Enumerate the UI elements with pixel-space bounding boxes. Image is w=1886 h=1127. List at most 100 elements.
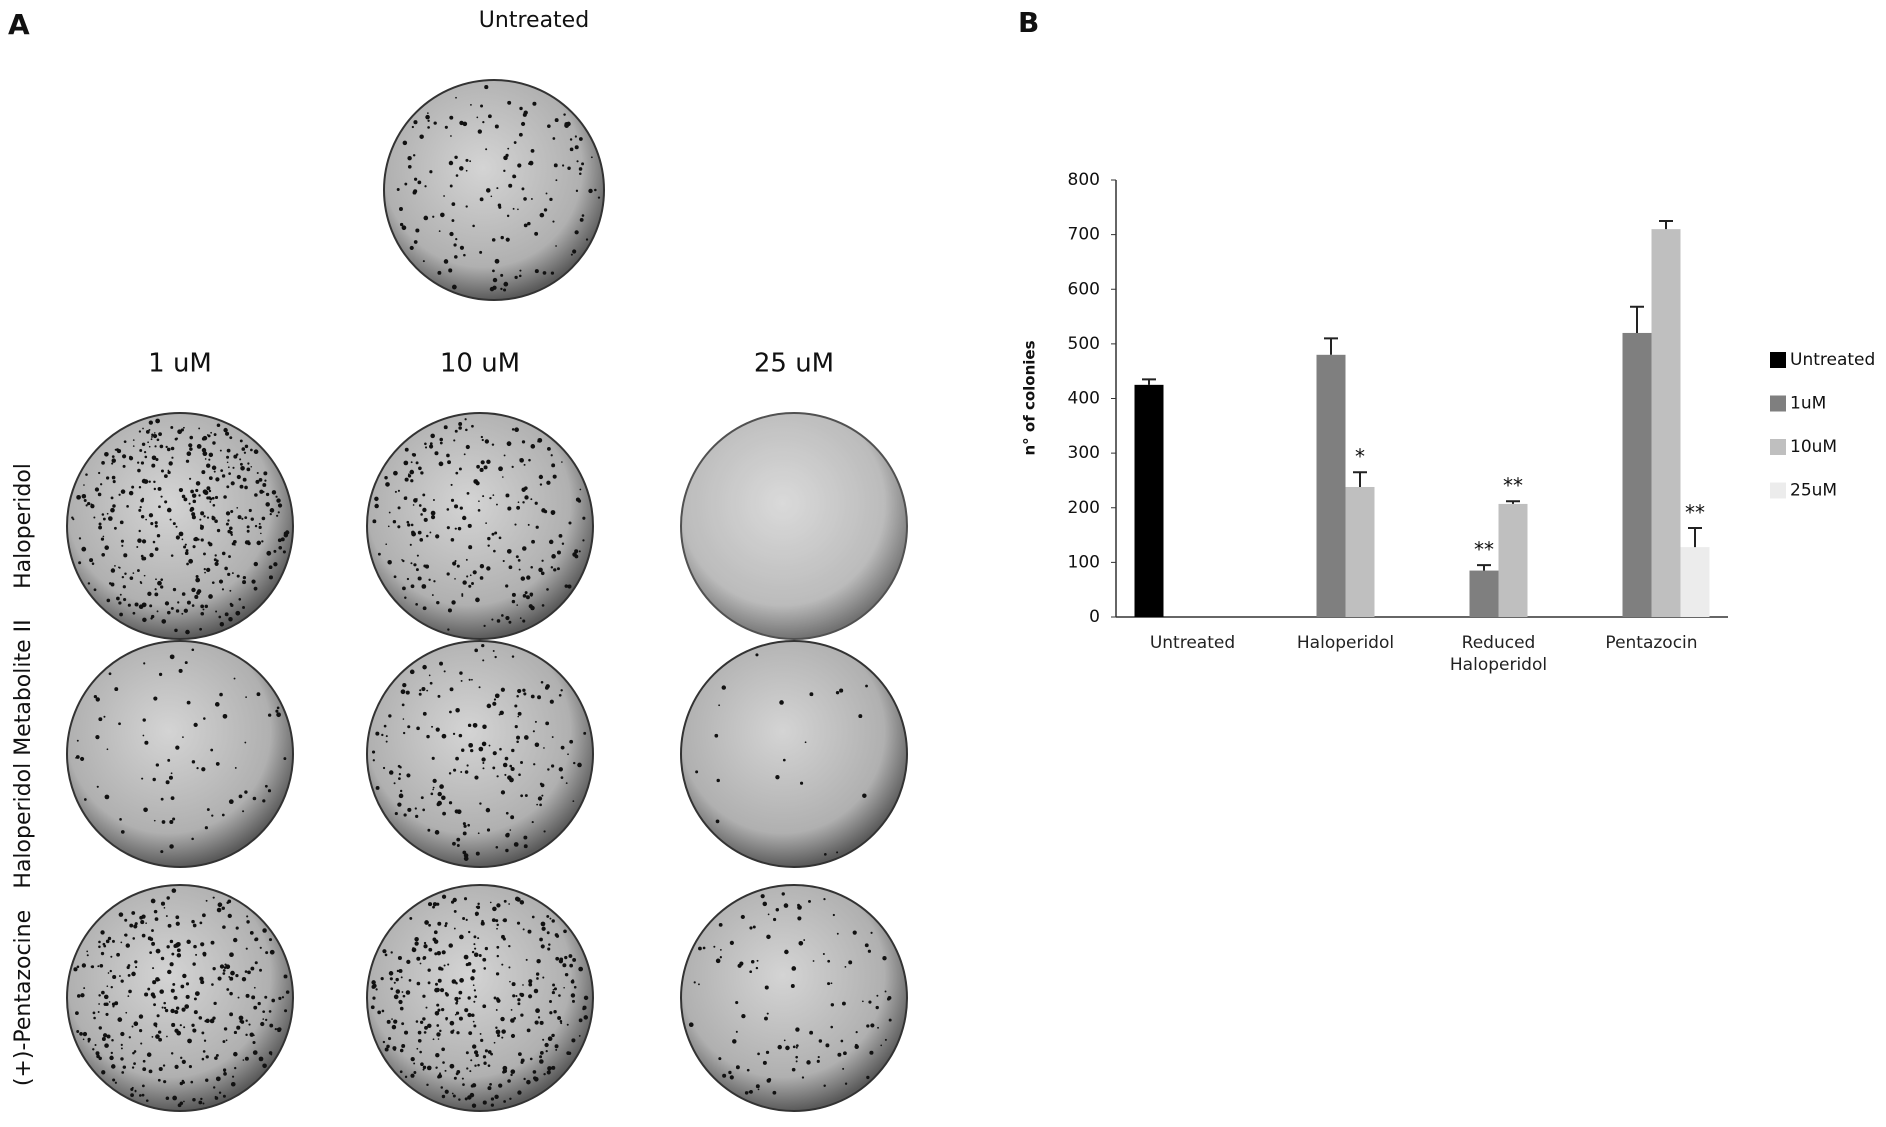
colony (171, 952, 175, 956)
colony (396, 188, 400, 191)
colony (134, 960, 138, 964)
colony (449, 687, 454, 692)
colony (519, 617, 522, 619)
colony (191, 493, 197, 498)
colony (389, 977, 393, 981)
colony (215, 1053, 219, 1057)
colony (459, 245, 465, 250)
colony (823, 1084, 826, 1087)
colony (159, 989, 164, 994)
colony (503, 155, 508, 161)
colony (111, 1039, 114, 1042)
colony (556, 550, 561, 555)
colony (516, 694, 519, 698)
colony (143, 450, 147, 454)
colony (185, 994, 190, 999)
colony (443, 964, 446, 967)
colony (527, 221, 531, 226)
colony (508, 944, 511, 948)
colony (546, 588, 549, 591)
colony (479, 802, 482, 805)
colony (225, 1039, 228, 1042)
colony (138, 529, 141, 533)
colony (564, 123, 570, 128)
colony (137, 468, 141, 473)
colony (141, 602, 147, 608)
colony (485, 188, 491, 193)
colony (139, 1029, 143, 1033)
colony (460, 679, 463, 682)
colony (540, 571, 545, 576)
colony (385, 482, 390, 487)
colony (545, 721, 550, 726)
colony (196, 591, 201, 595)
colony (421, 584, 427, 589)
colony (117, 1017, 123, 1022)
colony (422, 711, 427, 716)
significance: ** (1503, 474, 1523, 498)
colony (427, 126, 430, 129)
colony (448, 943, 453, 948)
colony (722, 1073, 727, 1078)
colony (200, 942, 205, 947)
colony (153, 1003, 156, 1007)
colony (402, 682, 407, 688)
colony (858, 714, 863, 719)
colony (225, 964, 231, 970)
colony (521, 187, 525, 191)
colony (422, 1068, 425, 1071)
colony (101, 513, 105, 516)
colony (479, 576, 484, 580)
colony (775, 775, 780, 780)
colony (192, 1028, 197, 1033)
colony (470, 748, 474, 753)
colony (160, 495, 163, 498)
colony (121, 1071, 125, 1074)
colony (206, 567, 211, 573)
colony (215, 1076, 221, 1082)
colony (256, 692, 261, 697)
colony (884, 990, 887, 993)
colony (212, 441, 216, 445)
colony (573, 985, 577, 989)
colony (138, 486, 142, 489)
colony (91, 965, 95, 969)
colony (782, 758, 786, 762)
colony (170, 426, 174, 429)
colony (181, 494, 186, 499)
colony (594, 188, 597, 192)
colony (118, 912, 124, 917)
colony (455, 174, 459, 177)
colony (459, 671, 463, 675)
colony (167, 470, 171, 475)
colony (98, 525, 103, 530)
colony (210, 940, 215, 945)
colony (160, 901, 166, 906)
colony (452, 1094, 456, 1098)
colony (97, 1011, 100, 1014)
colony (120, 830, 125, 834)
colony (76, 965, 80, 969)
colony (263, 471, 268, 476)
colony (449, 1020, 455, 1026)
colony (461, 593, 464, 596)
colony (397, 764, 401, 768)
colony (510, 766, 515, 772)
colony (177, 429, 183, 435)
colony (383, 724, 387, 728)
colony (479, 564, 485, 569)
colony (844, 1082, 848, 1085)
colony (146, 1052, 152, 1057)
colony (791, 1067, 796, 1072)
colony (530, 565, 533, 569)
colony (402, 718, 405, 720)
colony (401, 703, 405, 707)
colony (489, 286, 495, 292)
colony (203, 717, 206, 720)
colony (424, 920, 429, 925)
colony (183, 426, 185, 429)
colony (579, 488, 582, 491)
colony (98, 522, 102, 526)
colony (142, 1067, 147, 1072)
colony (107, 516, 113, 521)
